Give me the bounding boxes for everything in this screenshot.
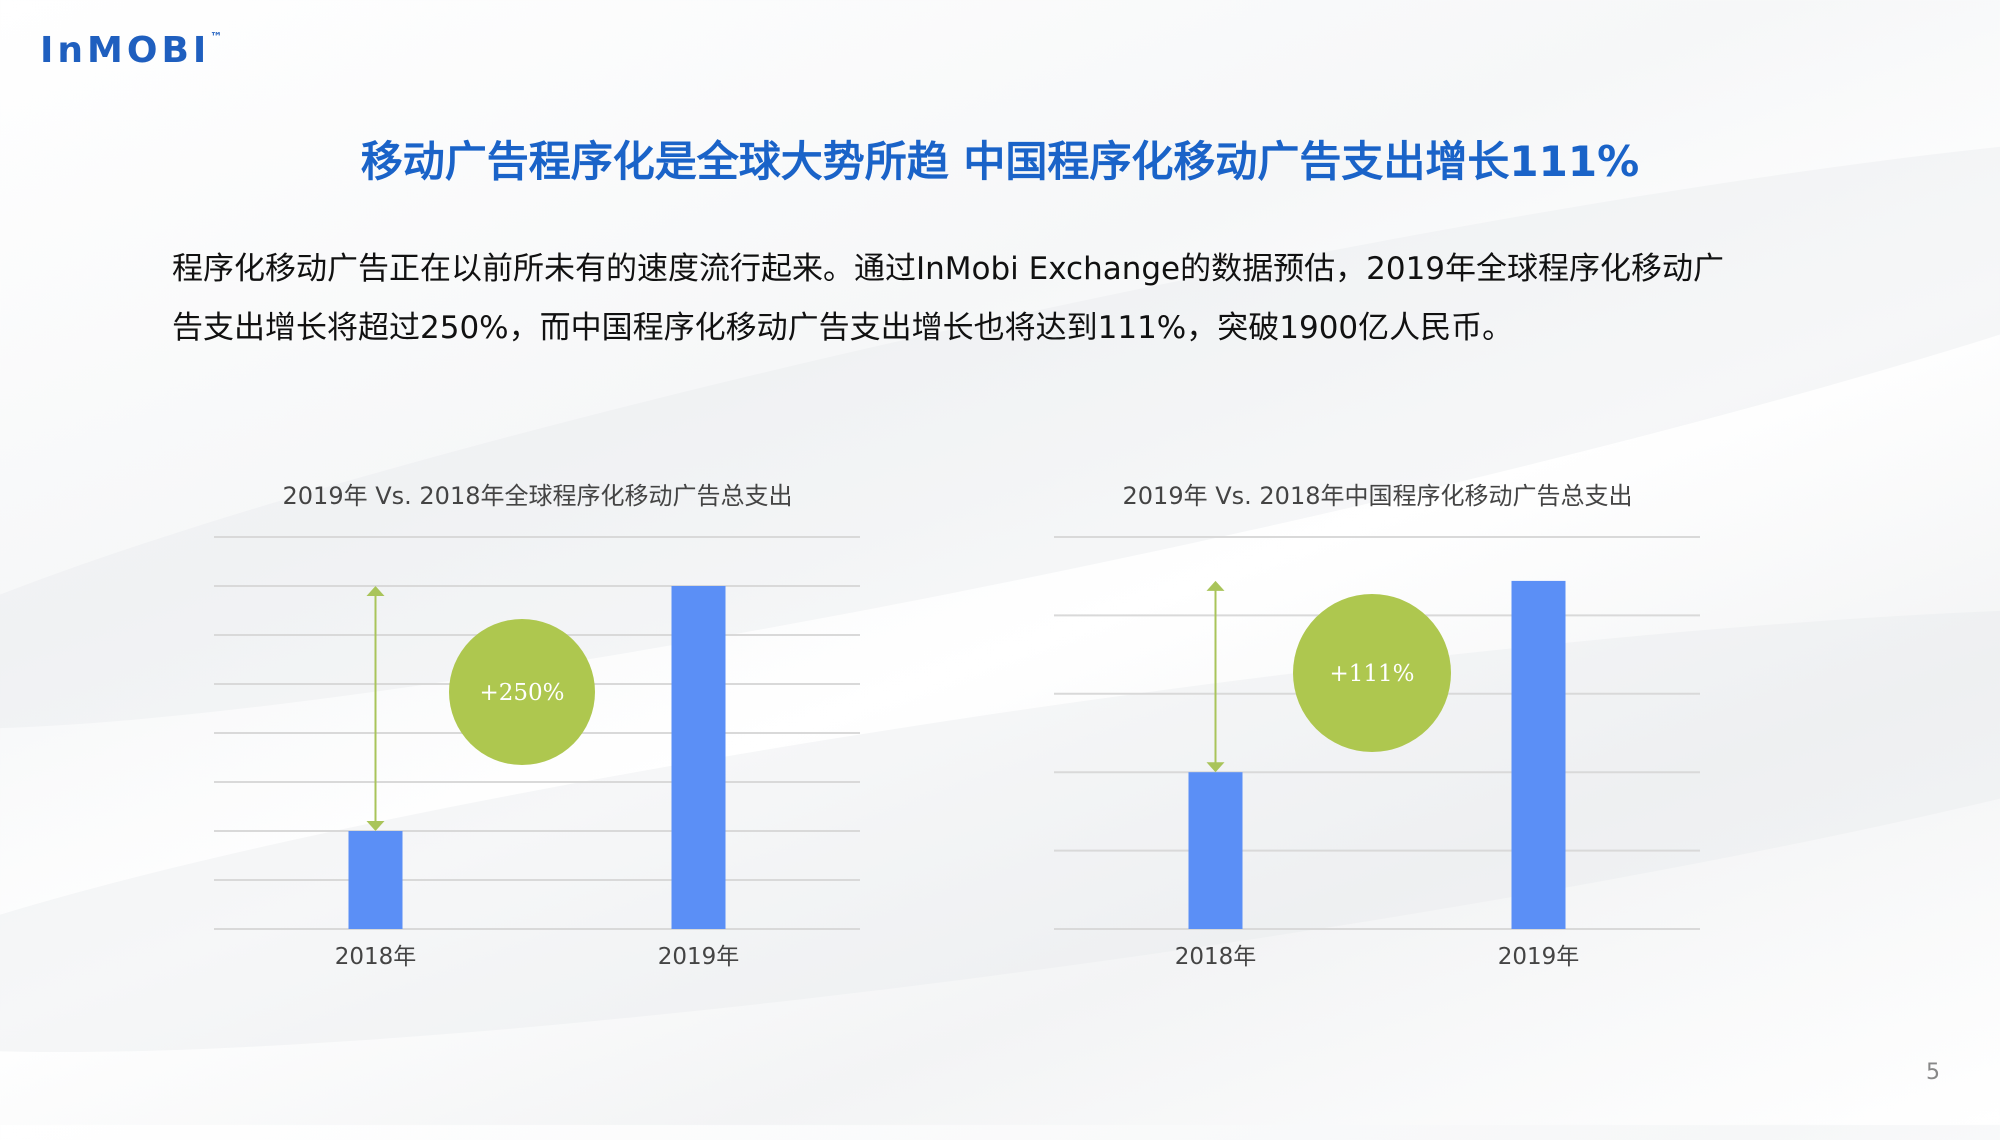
arrow-head-up (366, 586, 385, 596)
x-tick-label: 2018年 (335, 944, 417, 970)
arrow-head-down (1206, 762, 1225, 773)
body-paragraph: 程序化移动广告正在以前所未有的速度流行起来。通过InMobi Exchange的… (172, 240, 1802, 358)
bar-2019年 (1511, 580, 1566, 929)
logo-text: InMOBI (40, 30, 211, 71)
growth-circle (1293, 594, 1451, 752)
body-line-2: 告支出增长将超过250%，而中国程序化移动广告支出增长也将达到111%，突破19… (172, 310, 1514, 346)
arrow-head-down (366, 821, 385, 831)
arrow-head-up (1206, 580, 1225, 591)
x-tick-label: 2019年 (658, 944, 740, 970)
inmobi-logo: InMOBI™ (40, 30, 222, 71)
chart-global: 2018年 2019年 +250% (214, 536, 860, 970)
bar-2018年 (348, 831, 403, 929)
page-number: 5 (1926, 1060, 1940, 1085)
bar-2018年 (1188, 772, 1243, 929)
chart-1-title: 2019年 Vs. 2018年全球程序化移动广告总支出 (282, 482, 793, 510)
body-line-1: 程序化移动广告正在以前所未有的速度流行起来。通过InMobi Exchange的… (172, 251, 1725, 287)
chart-china: 2018年 2019年 +111% (1054, 536, 1700, 970)
x-tick-label: 2019年 (1498, 944, 1580, 970)
growth-label: +250% (479, 680, 564, 706)
growth-circle (449, 619, 595, 765)
page-title: 移动广告程序化是全球大势所趋 中国程序化移动广告支出增长111% (360, 137, 1640, 186)
x-tick-label: 2018年 (1175, 944, 1257, 970)
logo-trademark: ™ (210, 30, 223, 44)
bar-2019年 (671, 586, 726, 929)
chart-2-title: 2019年 Vs. 2018年中国程序化移动广告总支出 (1122, 482, 1633, 510)
growth-label: +111% (1329, 661, 1414, 687)
